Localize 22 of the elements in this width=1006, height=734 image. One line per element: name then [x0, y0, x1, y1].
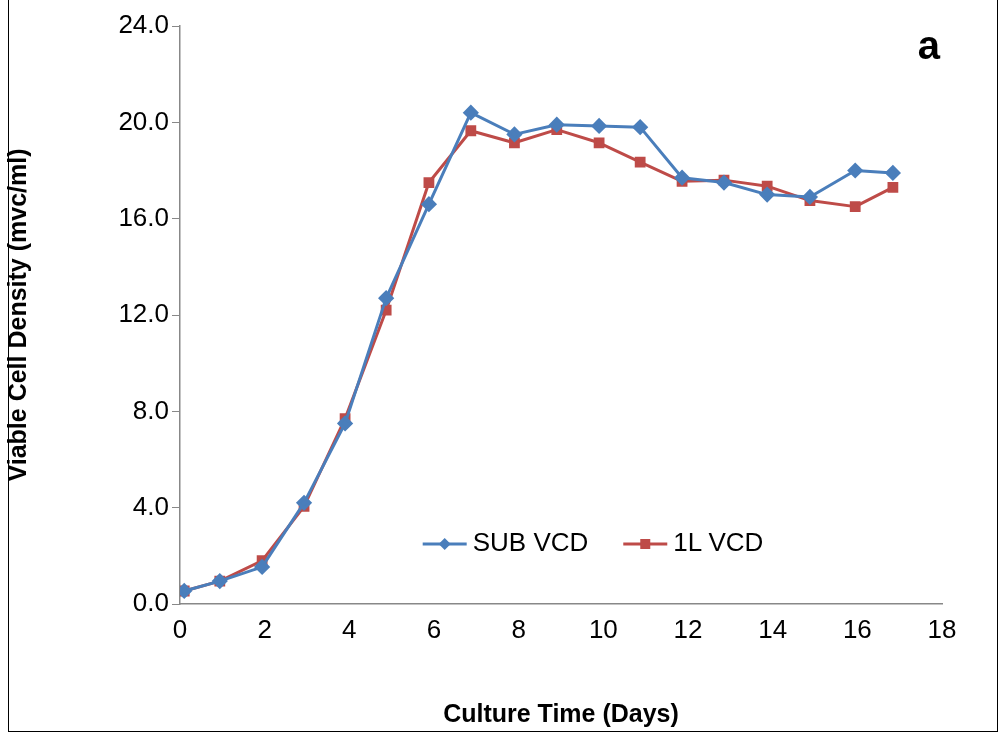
y-tick-label: 12.0 [118, 298, 169, 329]
x-tick-label: 4 [342, 613, 357, 644]
y-axis-title: Viable Cell Density (mvc/ml) [2, 148, 31, 482]
y-tick-label: 8.0 [132, 394, 169, 425]
x-tick-label: 14 [758, 613, 788, 644]
legend-label: 1L VCD [673, 527, 764, 558]
y-tick-label: 20.0 [118, 105, 169, 136]
y-tick-label: 24.0 [118, 9, 169, 40]
x-tick-label: 0 [172, 613, 188, 644]
x-tick-label: 6 [426, 613, 442, 644]
y-tick-label: 0.0 [132, 587, 169, 618]
x-tick-label: 18 [927, 613, 957, 644]
annotation: a [917, 23, 941, 68]
x-tick-label: 10 [588, 613, 618, 644]
x-tick-label: 12 [673, 613, 703, 644]
y-tick-label: 4.0 [132, 490, 169, 521]
x-tick-label: 16 [842, 613, 872, 644]
x-tick-label: 8 [511, 613, 526, 644]
legend-label: SUB VCD [472, 527, 589, 558]
x-axis-title: Culture Time (Days) [443, 698, 679, 727]
x-tick-label: 2 [257, 613, 272, 644]
y-tick-label: 16.0 [118, 201, 169, 232]
